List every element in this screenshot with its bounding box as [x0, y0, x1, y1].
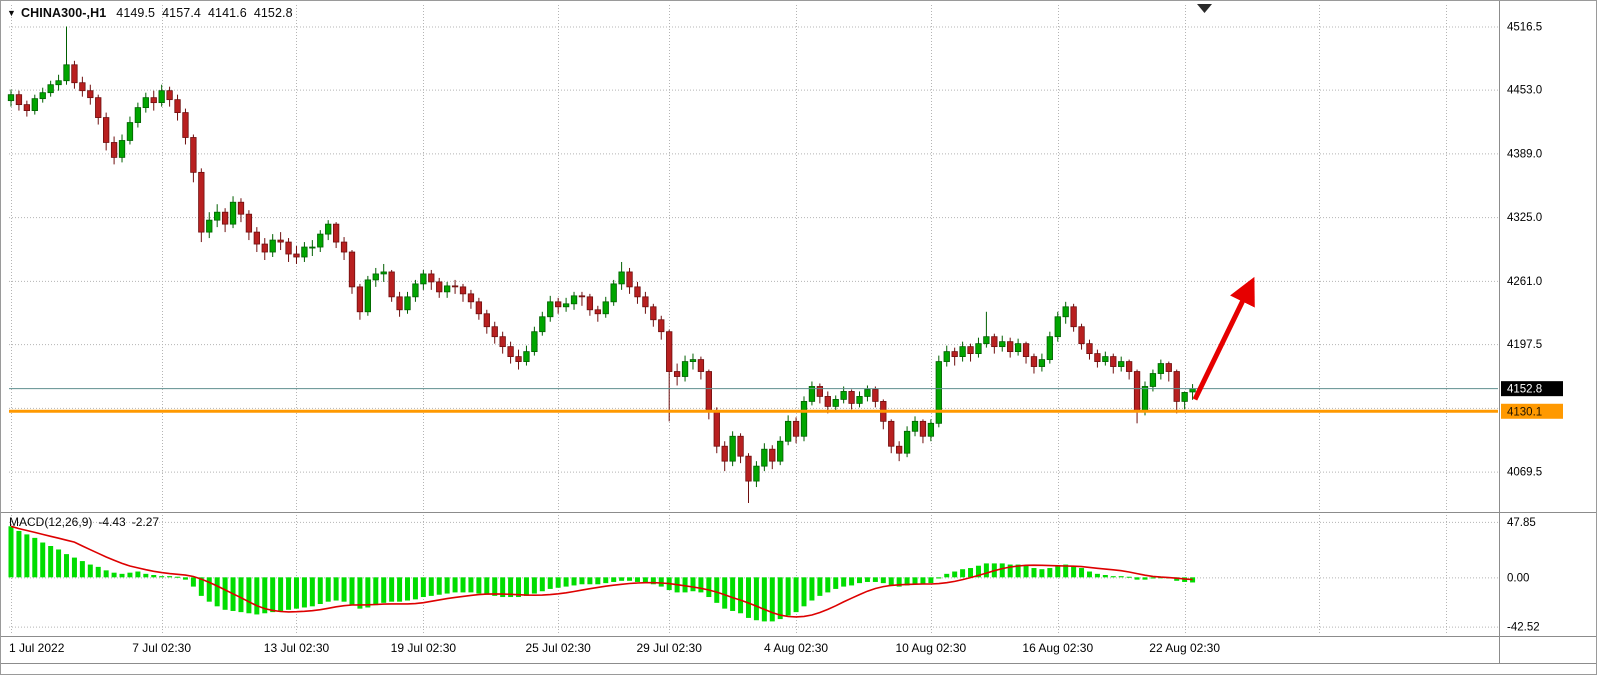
macd-histogram: [8, 526, 1196, 622]
gridlines: [9, 5, 1498, 635]
time-axis[interactable]: 1 Jul 2022 7 Jul 02:30 13 Jul 02:30 19 Jul …: [9, 641, 1220, 655]
symbol-timeframe-label: CHINA300-,H1: [21, 6, 107, 20]
svg-text:4453.0: 4453.0: [1507, 85, 1542, 97]
macd-signal-line: [10, 525, 1193, 618]
svg-text:47.85: 47.85: [1507, 517, 1536, 529]
indicator-label: MACD(12,26,9) -4.43 -2.27: [9, 515, 165, 529]
ohlc-low: 4141.6: [207, 6, 247, 20]
trend-arrow[interactable]: [1192, 276, 1255, 401]
svg-text:10 Aug 02:30: 10 Aug 02:30: [896, 641, 967, 655]
svg-text:4516.5: 4516.5: [1507, 21, 1542, 33]
svg-text:4130.1: 4130.1: [1507, 406, 1542, 418]
chart-shift-marker-icon[interactable]: [1197, 4, 1212, 13]
svg-text:4197.5: 4197.5: [1507, 339, 1542, 351]
svg-text:7 Jul 02:30: 7 Jul 02:30: [132, 641, 191, 655]
svg-text:4 Aug 02:30: 4 Aug 02:30: [764, 641, 828, 655]
svg-text:25 Jul 02:30: 25 Jul 02:30: [525, 641, 591, 655]
chart-header: ▼ CHINA300-,H1 4149.5 4157.4 4141.6 4152.8: [7, 6, 300, 20]
svg-text:-42.52: -42.52: [1507, 622, 1540, 634]
price-axis[interactable]: 4516.5 4453.0 4389.0 4325.0 4261.0 4197.5 4069…: [1507, 21, 1542, 633]
svg-text:4389.0: 4389.0: [1507, 148, 1542, 160]
indicator-name: MACD(12,26,9): [9, 515, 93, 529]
svg-text:4152.8: 4152.8: [1507, 384, 1542, 396]
ohlc-high: 4157.4: [162, 6, 201, 20]
svg-text:29 Jul 02:30: 29 Jul 02:30: [636, 641, 702, 655]
svg-text:1 Jul 2022: 1 Jul 2022: [9, 641, 65, 655]
svg-text:4261.0: 4261.0: [1507, 276, 1542, 288]
svg-text:16 Aug 02:30: 16 Aug 02:30: [1022, 641, 1093, 655]
candlestick-series: [7, 26, 1196, 503]
ohlc-open: 4149.5: [116, 6, 156, 20]
indicator-signal-value: -2.27: [131, 515, 160, 529]
svg-text:22 Aug 02:30: 22 Aug 02:30: [1149, 641, 1220, 655]
ohlc-close: 4152.8: [253, 6, 293, 20]
svg-text:19 Jul 02:30: 19 Jul 02:30: [391, 641, 457, 655]
svg-text:0.00: 0.00: [1507, 572, 1529, 584]
level-price-badge: 4130.1: [1501, 403, 1563, 419]
svg-text:13 Jul 02:30: 13 Jul 02:30: [264, 641, 330, 655]
svg-text:4069.5: 4069.5: [1507, 467, 1542, 479]
current-price-badge: 4152.8: [1501, 381, 1563, 397]
indicator-macd-value: -4.43: [98, 515, 126, 529]
svg-text:4325.0: 4325.0: [1507, 212, 1542, 224]
symbol-dropdown-icon[interactable]: ▼: [7, 8, 17, 18]
